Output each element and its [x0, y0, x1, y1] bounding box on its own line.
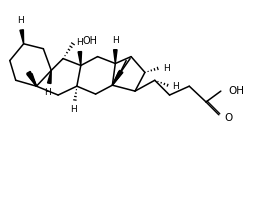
Polygon shape: [27, 71, 36, 86]
Polygon shape: [114, 50, 117, 64]
Text: H: H: [163, 64, 169, 73]
Text: H: H: [44, 88, 51, 97]
Polygon shape: [112, 70, 123, 85]
Text: H: H: [76, 38, 83, 47]
Text: H: H: [112, 36, 119, 45]
Polygon shape: [20, 30, 24, 44]
Text: OH: OH: [229, 86, 245, 96]
Polygon shape: [78, 51, 81, 66]
Polygon shape: [27, 72, 36, 86]
Polygon shape: [29, 74, 36, 86]
Text: H: H: [71, 105, 77, 114]
Polygon shape: [112, 71, 122, 85]
Text: O: O: [225, 113, 233, 123]
Polygon shape: [47, 70, 51, 84]
Text: H: H: [17, 16, 24, 25]
Text: H: H: [172, 82, 179, 91]
Text: OH: OH: [83, 36, 98, 46]
